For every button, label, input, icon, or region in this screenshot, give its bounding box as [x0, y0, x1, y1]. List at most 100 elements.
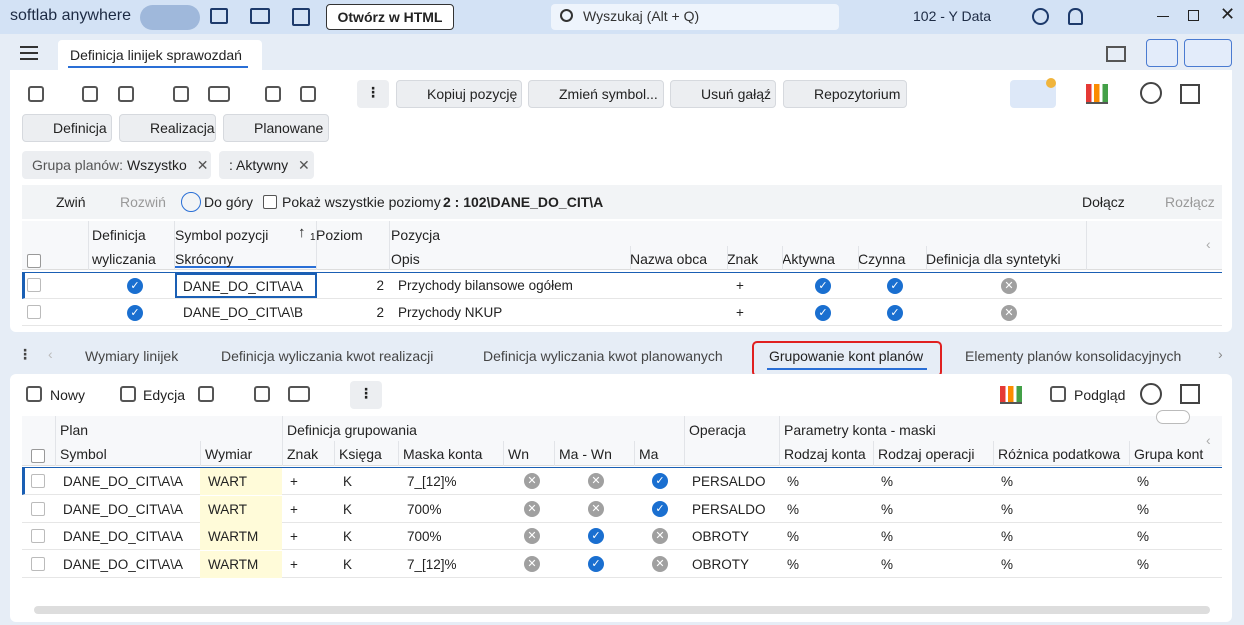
link-icon[interactable] [300, 86, 316, 102]
check-icon: ✓ [887, 305, 903, 321]
cell: OBROTY [692, 557, 750, 573]
open-html-button[interactable]: Otwórz w HTML [326, 4, 454, 30]
expand-button[interactable]: Rozwiń [120, 194, 166, 210]
grid1-header [22, 221, 1222, 270]
repository-button[interactable]: Repozytorium [783, 80, 907, 108]
delete-branch-button[interactable]: Usuń gałąź [670, 80, 776, 108]
maximize[interactable] [1188, 10, 1199, 21]
highlight-cell [200, 551, 282, 579]
bottom-tab[interactable]: Elementy planów konsolidacyjnych [965, 348, 1181, 364]
column-divider [727, 246, 728, 270]
row[interactable] [22, 272, 1222, 299]
info-icon[interactable] [198, 386, 214, 402]
h-scrollbar[interactable] [34, 606, 1210, 614]
cell: 700% [407, 501, 442, 517]
scroll-left[interactable]: ‹ [1206, 236, 1211, 252]
column-header: Symbol [60, 446, 107, 462]
view-button[interactable]: Planowane [223, 114, 329, 142]
column-divider [634, 441, 635, 466]
print-icon[interactable] [208, 86, 230, 102]
detach-button[interactable]: Rozłącz [1165, 194, 1215, 210]
home-icon[interactable] [210, 8, 228, 24]
bottom-tab[interactable]: Wymiary linijek [85, 348, 179, 364]
scroll-left[interactable]: ‹ [1206, 432, 1211, 448]
settings-icon[interactable] [1180, 384, 1200, 404]
more-button[interactable]: ⋮ [357, 80, 389, 108]
remove-icon[interactable] [173, 86, 189, 102]
row-checkbox[interactable] [27, 278, 41, 292]
copy-button[interactable]: Kopiuj pozycję [396, 80, 522, 108]
row-checkbox[interactable] [31, 474, 45, 488]
collapse-toggle[interactable] [1156, 410, 1190, 424]
row-checkbox[interactable] [31, 529, 45, 544]
row[interactable] [22, 495, 1222, 523]
cell: + [736, 278, 744, 293]
bc-icon[interactable] [292, 8, 310, 26]
row[interactable] [22, 299, 1222, 326]
bottom-tab[interactable]: Grupowanie kont planów [769, 348, 924, 364]
chart-icon[interactable] [1000, 386, 1022, 404]
view-button[interactable]: Definicja [22, 114, 112, 142]
cell: K [343, 501, 353, 517]
header-checkbox[interactable] [31, 449, 45, 463]
company-selector[interactable]: 102 - Y Data [913, 8, 992, 24]
filter-chip[interactable]: Grupa planów: Wszystko ✕ [22, 151, 211, 179]
new-button[interactable]: Nowy [50, 387, 86, 403]
chart-icon[interactable] [1086, 84, 1108, 104]
tabs-right[interactable]: › [1218, 346, 1223, 362]
row[interactable] [22, 467, 1222, 495]
column-header: Skrócony [175, 251, 234, 267]
change-symbol-button[interactable]: Zmień symbol... [528, 80, 664, 108]
preview-button[interactable]: Podgląd [1074, 387, 1126, 403]
up-button[interactable]: Do góry [204, 194, 254, 210]
help-icon[interactable] [1032, 8, 1049, 25]
close[interactable]: ✕ [1220, 4, 1236, 24]
row-checkbox[interactable] [31, 501, 45, 516]
menu-icon[interactable] [20, 46, 38, 60]
column-divider [1129, 441, 1130, 466]
theme-button[interactable] [1184, 39, 1232, 67]
remove-icon[interactable] [254, 386, 270, 402]
tabs-menu[interactable]: ⋮ [18, 346, 32, 362]
grid2-header [22, 416, 1222, 466]
list-icon[interactable] [1106, 46, 1126, 62]
column-divider [503, 441, 504, 466]
bell-icon[interactable] [1068, 8, 1083, 25]
document-tab[interactable]: Definicja linijek sprawozdań [58, 40, 262, 70]
print-icon[interactable] [288, 386, 310, 402]
share-button[interactable] [1146, 39, 1178, 67]
edit-icon[interactable] [82, 86, 98, 102]
refresh-icon[interactable] [1140, 82, 1162, 104]
row[interactable] [22, 550, 1222, 579]
header-checkbox[interactable] [27, 254, 41, 268]
filter-chip[interactable]: : Aktywny ✕ [219, 151, 314, 179]
row[interactable] [22, 522, 1222, 551]
info-icon[interactable] [118, 86, 134, 102]
apps-button[interactable] [140, 5, 200, 30]
card-icon[interactable] [250, 8, 270, 24]
column-header: Czynna [858, 251, 906, 267]
bottom-tab[interactable]: Definicja wyliczania kwot planowanych [483, 348, 723, 364]
more-button[interactable]: ⋮ [350, 381, 382, 409]
minimize[interactable] [1157, 16, 1169, 17]
add-icon [26, 386, 42, 402]
refresh-icon[interactable] [1140, 383, 1162, 405]
collapse-button[interactable]: Zwiń [56, 194, 86, 210]
menu-icon-bar [20, 52, 38, 54]
check-icon: ✓ [815, 305, 831, 321]
bottom-tab[interactable]: Definicja wyliczania kwot realizacji [221, 348, 434, 364]
add-icon[interactable] [28, 86, 44, 102]
attach-icon[interactable] [265, 86, 281, 102]
cell: WARTM [208, 557, 259, 573]
filter-label: Grupa planów: [32, 157, 124, 173]
brand: softlab anywhere [10, 7, 131, 24]
tabs-left[interactable]: ‹ [48, 346, 53, 362]
view-button[interactable]: Realizacja [119, 114, 216, 142]
settings-icon[interactable] [1180, 84, 1200, 104]
row-checkbox[interactable] [31, 557, 45, 572]
search-box[interactable]: Wyszukaj (Alt + Q) [551, 4, 839, 30]
checkbox[interactable] [263, 195, 277, 209]
row-checkbox[interactable] [27, 305, 41, 319]
attach-button[interactable]: Dołącz [1082, 194, 1125, 210]
edit-button[interactable]: Edycja [143, 387, 186, 403]
